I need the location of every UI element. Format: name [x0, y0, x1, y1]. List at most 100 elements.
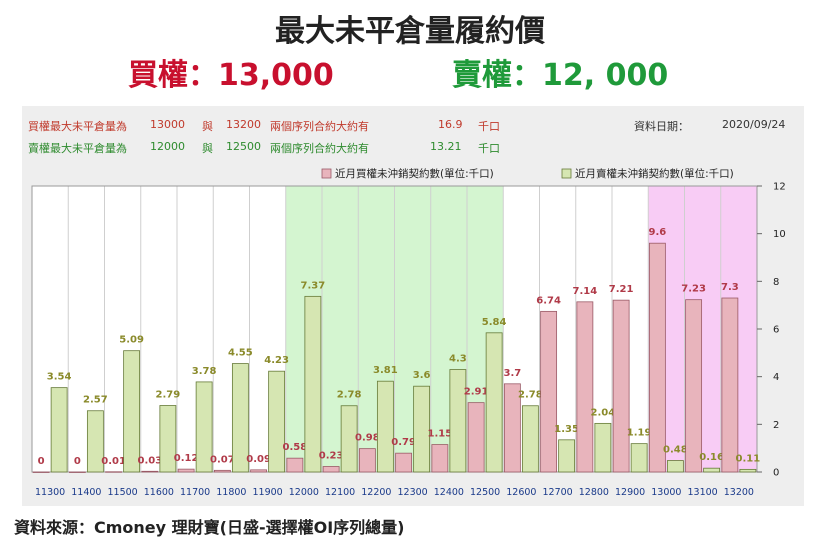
y-tick-label: 10 — [773, 229, 786, 240]
put-data-label: 1.19 — [627, 428, 652, 439]
call-data-label: 1.15 — [428, 429, 453, 440]
y-tick-label: 12 — [773, 182, 786, 193]
put-data-label: 2.79 — [156, 390, 181, 401]
put-bar — [413, 385, 431, 473]
put-data-label: 3.6 — [413, 370, 431, 381]
x-tick-label: 12800 — [579, 487, 609, 498]
call-data-label: 0.01 — [101, 456, 126, 467]
put-data-label: 2.78 — [337, 390, 362, 401]
call-data-label: 7.23 — [681, 284, 706, 295]
y-tick-label: 8 — [773, 277, 779, 288]
put-bar — [558, 439, 576, 473]
put-data-label: 2.78 — [518, 390, 543, 401]
legend-call-swatch — [321, 168, 332, 179]
call-bar — [250, 469, 268, 473]
call-bar — [395, 452, 413, 473]
x-tick-label: 11600 — [144, 487, 174, 498]
put-bar — [594, 422, 612, 473]
call-bar — [540, 310, 558, 473]
x-tick-label: 12400 — [434, 487, 464, 498]
y-tick-label: 2 — [773, 420, 779, 431]
put-info-label: 賣權最大未平倉量為 — [28, 142, 127, 155]
put-data-label: 2.57 — [83, 395, 108, 406]
put-data-label: 3.81 — [373, 365, 398, 376]
data-source-note: 資料來源：Cmoney 理財寶(日盛-選擇權OI序列總量) — [14, 518, 405, 537]
call-bar — [721, 297, 739, 473]
call-bar — [358, 448, 376, 473]
call-bar — [576, 301, 594, 473]
x-tick-label: 12900 — [615, 487, 645, 498]
call-bar — [213, 469, 231, 473]
call-bar — [141, 470, 159, 473]
put-bar — [340, 405, 358, 473]
put-bar — [485, 332, 503, 473]
call-data-label: 7.3 — [721, 282, 739, 293]
legend-call-label: 近月買權未沖銷契約數(單位:千口) — [335, 167, 494, 180]
legend-put-swatch — [561, 168, 572, 179]
call-data-label: 2.91 — [464, 387, 489, 398]
page-title: 最大未平倉量履約價 — [275, 14, 545, 49]
call-data-label: 0 — [74, 456, 81, 467]
put-info-value: 13.21 — [430, 140, 462, 153]
highlight-band-pink — [648, 186, 757, 472]
put-data-label: 4.55 — [228, 348, 253, 359]
put-bar — [376, 380, 394, 473]
put-data-label: 0.11 — [736, 453, 761, 464]
put-bar — [195, 381, 213, 473]
call-max-strike-heading: 買權：13,000 — [128, 58, 334, 93]
call-bar — [68, 471, 86, 473]
legend-put-label: 近月賣權未沖銷契約數(單位:千口) — [575, 167, 734, 180]
call-bar — [685, 299, 703, 473]
put-data-label: 5.84 — [482, 317, 507, 328]
put-data-label: 3.78 — [192, 366, 217, 377]
call-bar — [503, 383, 521, 473]
x-tick-label: 12700 — [543, 487, 573, 498]
call-data-label: 0.98 — [355, 433, 380, 444]
oi-bar-chart: 0 2 4 6 8 10 12 0 3.54 11300 0 2.57 11400 0.01 5.09 115… — [31, 167, 786, 498]
put-data-label: 4.3 — [449, 354, 467, 365]
call-bar — [286, 457, 304, 473]
x-tick-label: 12200 — [361, 487, 391, 498]
call-bar — [322, 466, 340, 473]
call-info-label: 買權最大未平倉量為 — [28, 120, 127, 133]
call-info-to: 13200 — [226, 118, 261, 131]
call-bar — [431, 444, 449, 473]
put-info-from: 12000 — [150, 140, 185, 153]
put-data-label: 1.35 — [554, 424, 579, 435]
x-tick-label: 12600 — [506, 487, 536, 498]
x-tick-label: 11500 — [108, 487, 138, 498]
call-data-label: 0.12 — [174, 453, 199, 464]
date-label: 資料日期： — [634, 120, 689, 133]
put-bar — [159, 405, 177, 473]
call-data-label: 0.09 — [246, 454, 271, 465]
call-bar — [612, 299, 630, 473]
put-data-label: 0.16 — [699, 452, 724, 463]
call-data-label: 0.07 — [210, 454, 235, 465]
x-tick-label: 12300 — [398, 487, 428, 498]
x-tick-label: 11700 — [180, 487, 210, 498]
call-bar — [177, 468, 195, 473]
call-data-label: 0 — [38, 456, 45, 467]
put-data-label: 4.23 — [264, 355, 289, 366]
call-data-label: 9.6 — [649, 227, 667, 238]
call-info-conj: 與 — [202, 120, 213, 133]
put-info-unit: 千口 — [478, 142, 500, 155]
x-tick-label: 12100 — [325, 487, 355, 498]
call-data-label: 7.21 — [609, 284, 634, 295]
call-info-value: 16.9 — [438, 118, 463, 131]
put-bar — [449, 369, 467, 473]
call-bar — [32, 471, 50, 473]
put-data-label: 3.54 — [47, 372, 72, 383]
put-bar — [630, 443, 648, 473]
put-info-text: 兩個序列合約大約有 — [270, 142, 369, 155]
put-info-conj: 與 — [202, 142, 213, 155]
x-tick-label: 11400 — [71, 487, 101, 498]
put-data-label: 5.09 — [119, 335, 144, 346]
call-data-label: 0.79 — [391, 437, 416, 448]
put-bar — [50, 387, 68, 473]
call-data-label: 3.7 — [504, 368, 522, 379]
call-data-label: 0.23 — [319, 451, 344, 462]
call-info-from: 13000 — [150, 118, 185, 131]
call-data-label: 6.74 — [536, 295, 561, 306]
call-data-label: 0.58 — [283, 442, 308, 453]
